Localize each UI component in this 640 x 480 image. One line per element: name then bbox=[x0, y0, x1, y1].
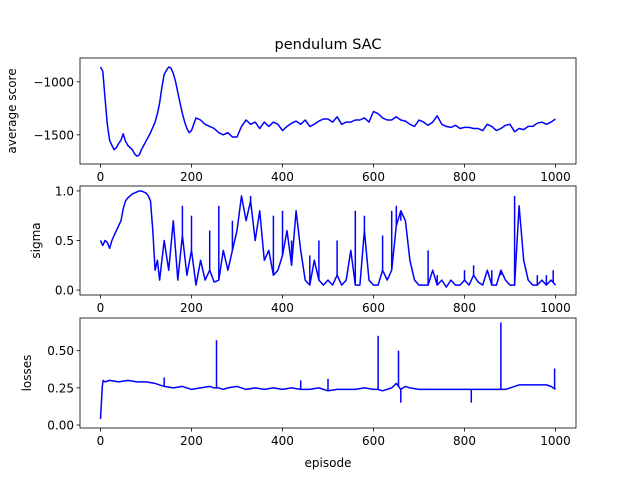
y-tick-label: 0.5 bbox=[55, 234, 74, 248]
y-tick-label: 0.25 bbox=[47, 381, 74, 395]
x-tick-label: 400 bbox=[271, 434, 294, 448]
x-tick-label: 400 bbox=[271, 301, 294, 315]
axes-frame-score bbox=[79, 57, 577, 165]
subplot-average-score: 0 200 400 600 800 1000 −1500 −1000 average score bbox=[5, 57, 577, 184]
x-tick-label: 200 bbox=[180, 301, 203, 315]
x-tick-label: 200 bbox=[180, 170, 203, 184]
series-line-losses bbox=[99, 379, 556, 420]
x-tick-label: 1000 bbox=[540, 434, 571, 448]
x-tick-label: 1000 bbox=[540, 301, 571, 315]
subplot-sigma: 0 200 400 600 800 1000 0.0 0.5 1.0 sigma bbox=[29, 184, 577, 315]
x-tick-label: 200 bbox=[180, 434, 203, 448]
subplot-losses: 0 200 400 600 800 1000 0.00 0.25 0.50 losses bbox=[20, 317, 577, 448]
y-tick-label: 0.50 bbox=[47, 344, 74, 358]
x-axis-label: episode bbox=[305, 456, 352, 470]
x-tick-label: 600 bbox=[362, 170, 385, 184]
y-tick-label: 0.0 bbox=[55, 284, 74, 298]
series-line-score bbox=[99, 66, 556, 157]
x-tick-label: 800 bbox=[453, 434, 476, 448]
x-tick-label: 600 bbox=[362, 434, 385, 448]
x-tick-label: 1000 bbox=[540, 170, 571, 184]
y-tick-label: −1000 bbox=[33, 75, 74, 89]
x-tick-label: 0 bbox=[97, 170, 105, 184]
y-axis-label-score: average score bbox=[5, 68, 19, 153]
x-tick-label: 0 bbox=[97, 434, 105, 448]
x-tick-label: 800 bbox=[453, 170, 476, 184]
chart-title: pendulum SAC bbox=[275, 37, 382, 53]
y-tick-label: 0.00 bbox=[47, 419, 74, 433]
y-axis-label-losses: losses bbox=[20, 355, 34, 392]
y-tick-label: −1500 bbox=[33, 128, 74, 142]
x-tick-label: 400 bbox=[271, 170, 294, 184]
x-tick-label: 0 bbox=[97, 301, 105, 315]
y-tick-label: 1.0 bbox=[55, 184, 74, 198]
x-tick-label: 600 bbox=[362, 301, 385, 315]
x-tick-label: 800 bbox=[453, 301, 476, 315]
y-axis-label-sigma: sigma bbox=[29, 222, 43, 258]
axes-frame-losses bbox=[79, 317, 577, 429]
series-line-sigma bbox=[99, 190, 557, 288]
